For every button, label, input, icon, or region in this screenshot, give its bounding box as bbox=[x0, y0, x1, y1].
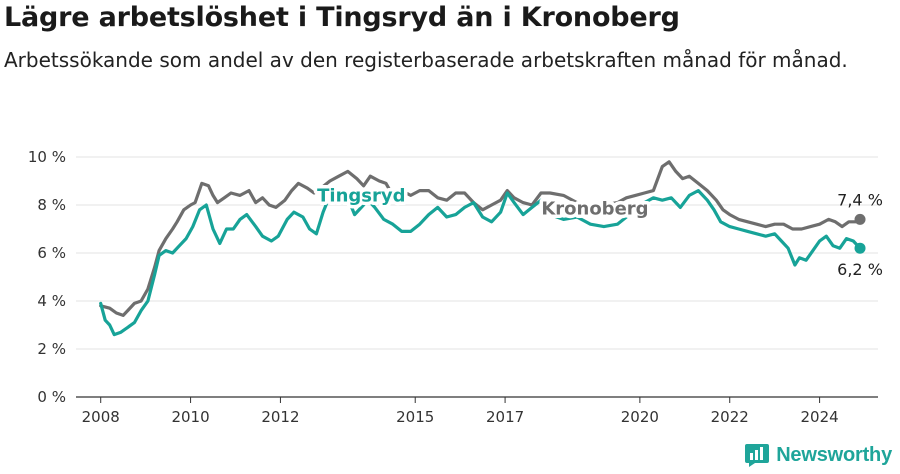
newsworthy-logo-icon bbox=[745, 444, 770, 467]
x-tick-label: 2022 bbox=[711, 408, 749, 426]
brand-name: Newsworthy bbox=[776, 443, 892, 466]
end-label-kronoberg: 7,4 % bbox=[837, 190, 883, 209]
x-tick-label: 2015 bbox=[396, 408, 434, 426]
series-line-kronoberg bbox=[99, 160, 862, 317]
series-lines bbox=[99, 160, 866, 337]
series-name-halo: Tingsryd bbox=[317, 185, 405, 206]
series-name-halo: Kronoberg bbox=[541, 199, 648, 220]
series-name-tingsryd: Tingsryd bbox=[317, 185, 405, 206]
x-axis-ticks: 2008 2010 2012 2015 2017 2020 2022 2024 bbox=[82, 397, 839, 426]
y-tick-label: 8 % bbox=[37, 196, 66, 214]
x-tick-label: 2017 bbox=[486, 408, 524, 426]
series-name-kronoberg: Kronoberg bbox=[541, 199, 648, 220]
x-tick-label: 2024 bbox=[800, 408, 838, 426]
y-tick-label: 6 % bbox=[37, 244, 66, 262]
x-tick-label: 2010 bbox=[171, 408, 209, 426]
chart-subtitle: Arbetssökande som andel av den registerb… bbox=[4, 48, 848, 72]
x-tick-label: 2020 bbox=[621, 408, 659, 426]
newsworthy-brand[interactable]: Newsworthy bbox=[744, 442, 892, 468]
y-axis-ticks: 0 % 2 % 4 % 6 % 8 % 10 % bbox=[28, 148, 66, 406]
end-point-kronoberg bbox=[854, 213, 866, 225]
end-label-tingsryd: 6,2 % bbox=[837, 260, 883, 279]
y-tick-label: 4 % bbox=[37, 292, 66, 310]
series-labels: 7,4 %6,2 %TingsrydTingsrydKronobergKrono… bbox=[314, 182, 883, 279]
x-tick-label: 2008 bbox=[82, 408, 120, 426]
y-tick-label: 10 % bbox=[28, 148, 66, 166]
y-tick-label: 0 % bbox=[37, 388, 66, 406]
x-tick-label: 2012 bbox=[261, 408, 299, 426]
end-point-tingsryd bbox=[854, 242, 866, 254]
y-tick-label: 2 % bbox=[37, 340, 66, 358]
series-line-tingsryd bbox=[99, 189, 862, 337]
chart-title: Lägre arbetslöshet i Tingsryd än i Krono… bbox=[4, 2, 680, 33]
gridlines bbox=[76, 156, 878, 398]
